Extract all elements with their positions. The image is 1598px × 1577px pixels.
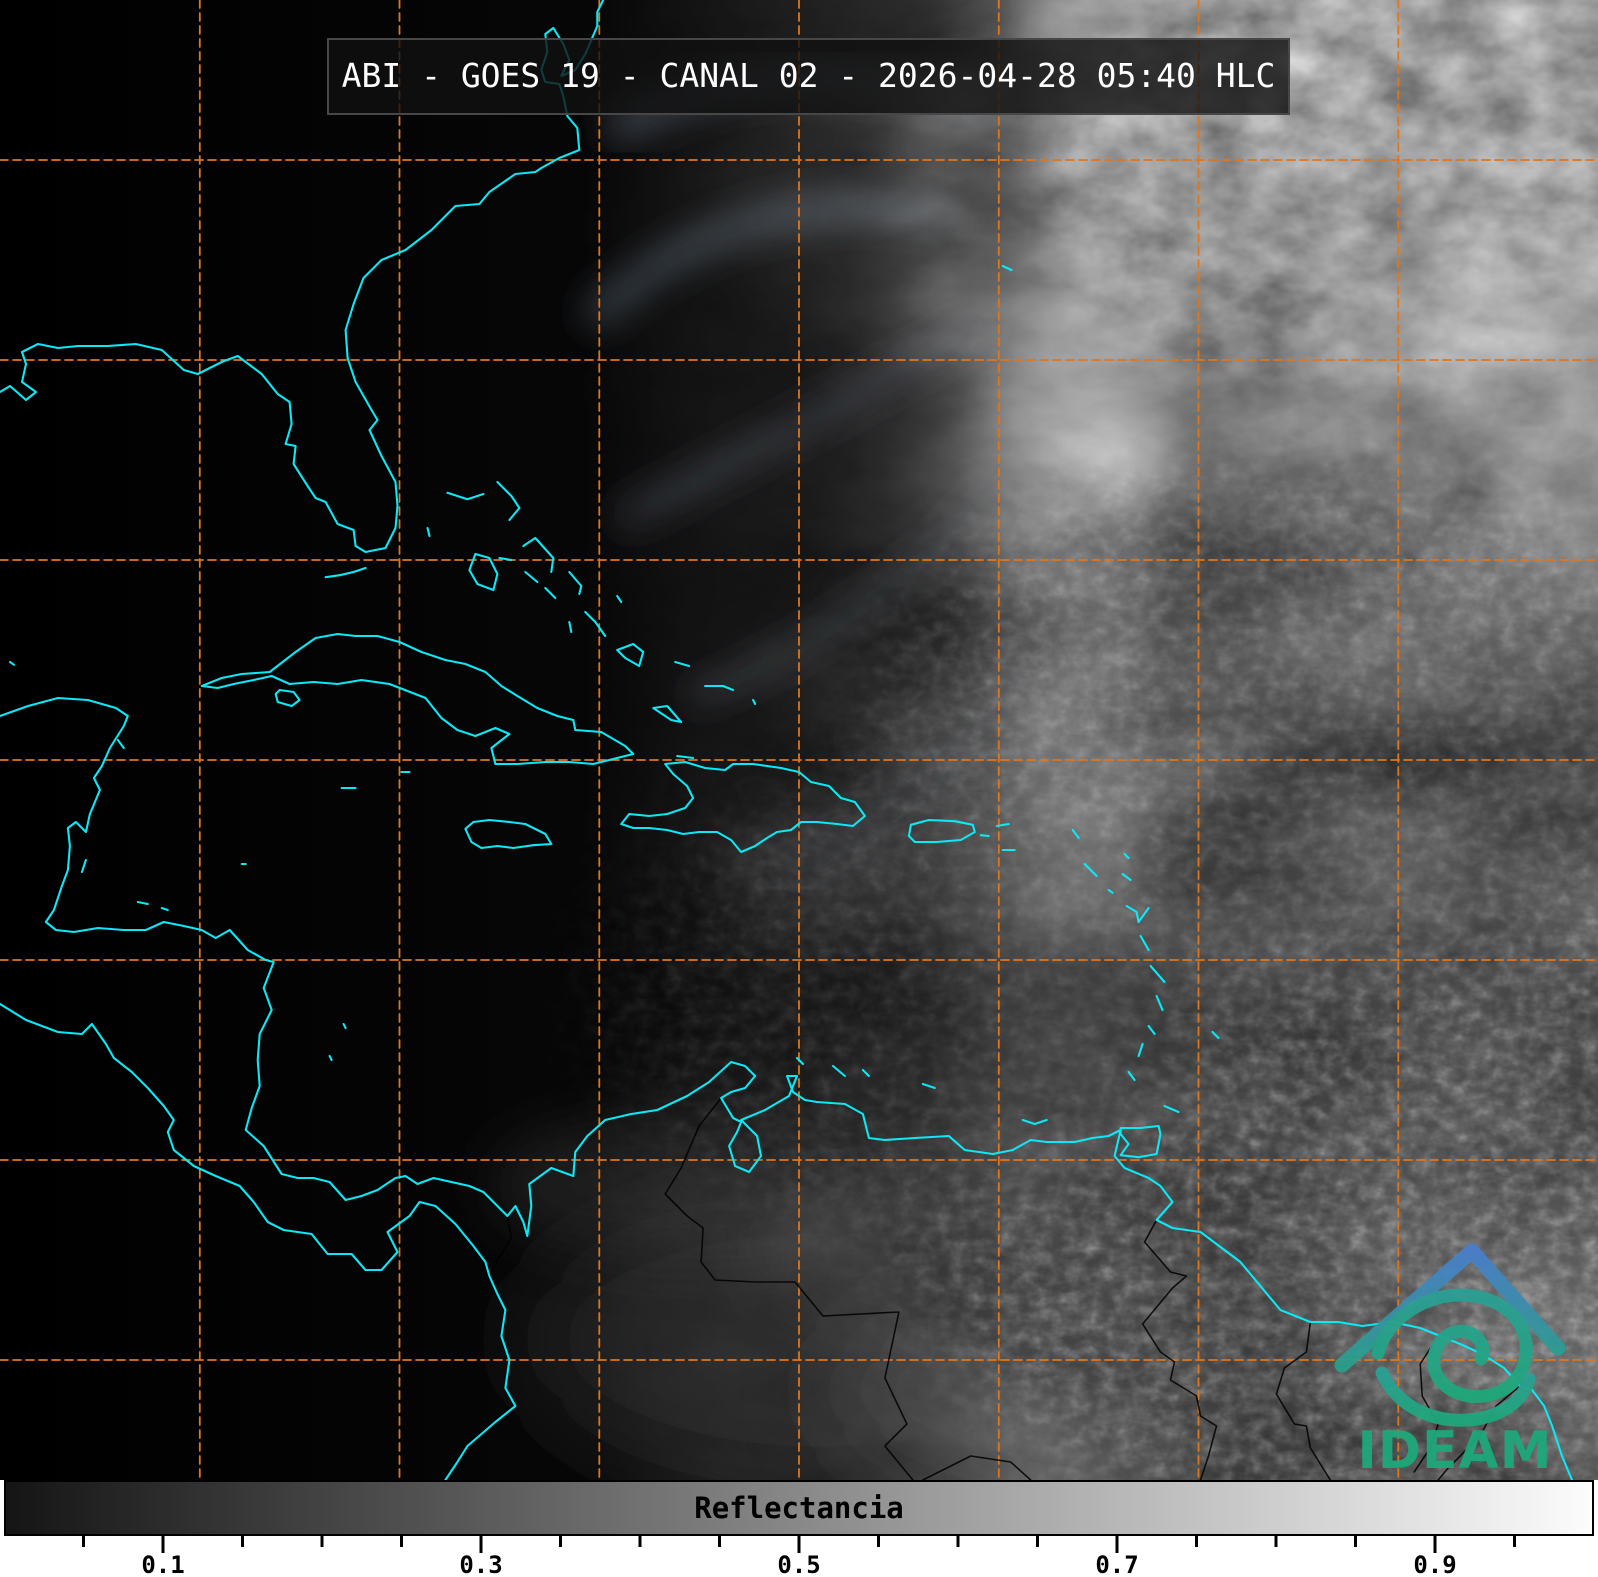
border-guiana-brazil (1437, 1385, 1521, 1480)
central-america-south-america-caribbean (0, 696, 1574, 1480)
virgin-islands (995, 822, 1010, 828)
margarita (1021, 1118, 1048, 1126)
st-kitts-nevis (1083, 862, 1098, 878)
cloud-layer (0, 0, 1598, 1480)
providencia (342, 1022, 347, 1030)
latlon-grid-layer (0, 0, 1598, 1480)
ragged-island (568, 620, 573, 634)
long-island-bahamas (584, 610, 607, 638)
logo-hurricane-spiral (1371, 1288, 1536, 1427)
vieques (979, 834, 990, 838)
crooked-acklins (616, 642, 645, 668)
tick-label: 0.3 (459, 1551, 502, 1577)
satellite-image-layer (0, 0, 1598, 1480)
isla-juventud (274, 688, 301, 708)
colorbar: Reflectancia 0.1 0.3 0.5 0.7 0.9 (0, 1480, 1598, 1577)
martinique (1149, 964, 1166, 984)
bermuda (1001, 264, 1013, 272)
grenadines (1137, 1042, 1144, 1058)
barbuda (1123, 852, 1130, 860)
new-providence (498, 556, 513, 562)
title-bar: ABI - GOES 19 - CANAL 02 - 2026-04-28 05… (327, 38, 1290, 115)
antigua (1121, 872, 1132, 882)
grand-turk (752, 698, 757, 706)
barbados (1211, 1030, 1220, 1040)
anguilla-stmartin (1071, 828, 1080, 840)
mayaguana (674, 660, 691, 668)
border-venezuela-brazil (921, 1455, 1032, 1480)
guadeloupe (1125, 904, 1150, 924)
bay-islands-b (160, 906, 169, 912)
country-borders-layer (488, 1097, 1521, 1480)
colorbar-ticks: 0.1 0.3 0.5 0.7 0.9 (0, 1536, 1598, 1577)
cozumel (116, 738, 125, 750)
puerto-rico (907, 818, 976, 844)
logo-text: IDEAM (1357, 1421, 1552, 1480)
aruba (795, 1056, 805, 1066)
curacao (831, 1064, 846, 1078)
border-guyana-suriname (1275, 1321, 1332, 1480)
border-venezuela-guyana (1141, 1219, 1218, 1480)
bay-islands-a (136, 900, 149, 906)
grenada (1127, 1070, 1136, 1082)
border-colombia-venezuela (664, 1097, 914, 1480)
san-andres (328, 1054, 333, 1062)
tobago (1163, 1104, 1180, 1114)
colorbar-gradient: Reflectancia (4, 1480, 1594, 1536)
san-salvador (616, 594, 623, 604)
tick-label: 0.5 (777, 1551, 820, 1577)
satellite-map: ABI - GOES 19 - CANAL 02 - 2026-04-28 05… (0, 0, 1598, 1480)
jamaica (464, 818, 553, 850)
border-panama-colombia (488, 1215, 513, 1277)
bonaire (861, 1068, 870, 1078)
exuma-cays-a (524, 570, 539, 584)
tortuga-haiti (676, 754, 695, 760)
tick-label: 0.9 (1413, 1551, 1456, 1577)
inagua (652, 704, 683, 724)
colorbar-label: Reflectancia (694, 1491, 904, 1525)
andros (468, 552, 499, 592)
los-roques (921, 1082, 936, 1090)
grand-bahama (446, 491, 485, 501)
cuba (200, 632, 635, 766)
pacific-coast-central-america (0, 1002, 517, 1480)
exuma-cays-b (544, 586, 557, 600)
tick-label: 0.7 (1095, 1551, 1138, 1577)
ideam-logo: IDEAM (1334, 1243, 1566, 1480)
montserrat (1107, 888, 1114, 894)
st-lucia (1155, 994, 1164, 1012)
abaco (496, 480, 521, 522)
tick-label: 0.1 (141, 1551, 184, 1577)
eleuthera (522, 536, 555, 574)
florida-keys (324, 566, 367, 579)
belize-cays (80, 858, 87, 874)
title-text: ABI - GOES 19 - CANAL 02 - 2026-04-28 05… (341, 56, 1276, 95)
turks-caicos (704, 684, 735, 692)
hispaniola (620, 760, 866, 854)
bimini (426, 526, 431, 538)
cat-island (568, 570, 583, 596)
dominica (1139, 934, 1150, 952)
trinidad (1119, 1124, 1162, 1159)
alacranes-reef (8, 660, 16, 666)
st-vincent (1147, 1024, 1156, 1036)
